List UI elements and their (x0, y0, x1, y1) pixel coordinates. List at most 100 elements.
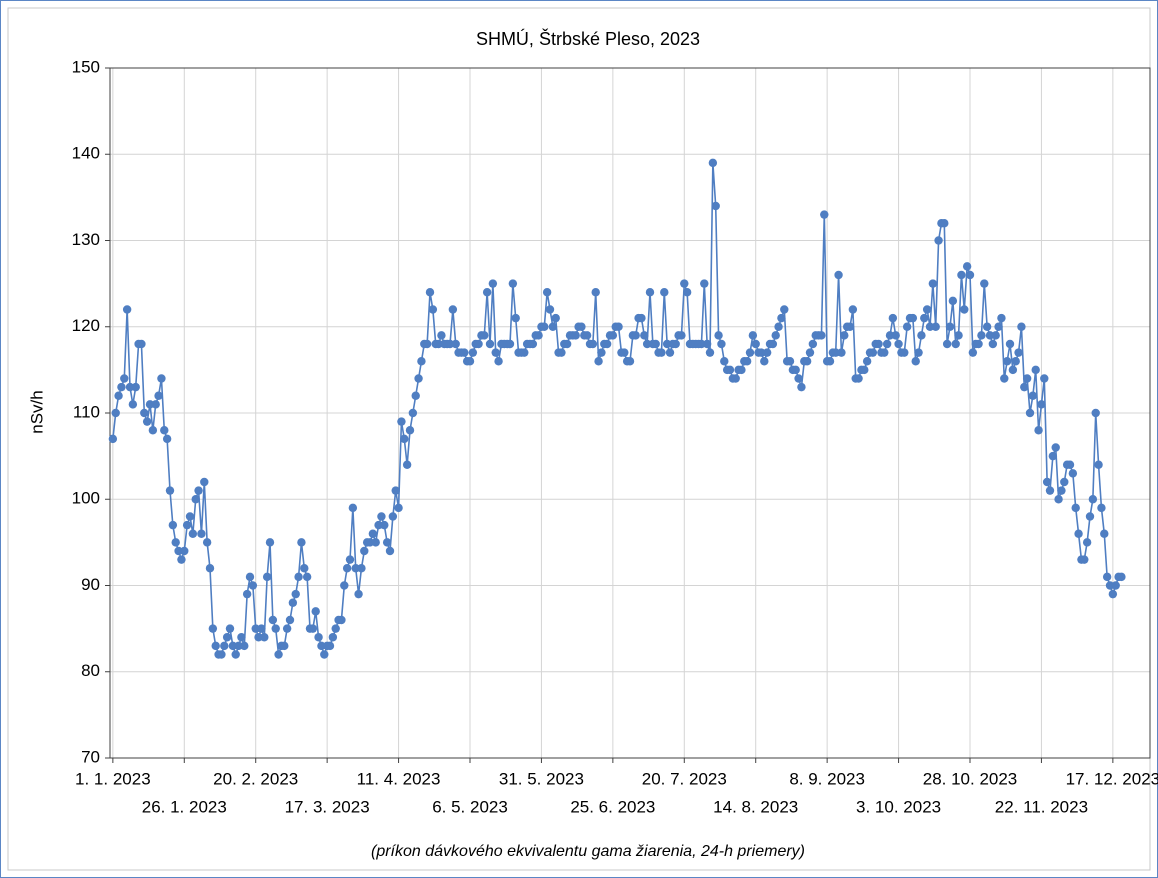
data-point (448, 305, 458, 314)
data-point (1008, 365, 1018, 375)
data-point (1028, 391, 1038, 400)
data-point (908, 313, 918, 323)
data-point (1068, 469, 1078, 478)
data-point (117, 382, 126, 392)
data-point (511, 313, 520, 323)
data-point (948, 296, 958, 306)
data-point (382, 538, 392, 547)
data-point (637, 313, 646, 323)
data-point (791, 365, 800, 375)
data-point (302, 572, 312, 582)
data-point (337, 615, 346, 625)
data-point (111, 408, 120, 418)
x-tick-label: 3. 10. 2023 (856, 797, 941, 816)
data-point (460, 348, 469, 357)
data-point (248, 581, 258, 590)
data-point (1097, 503, 1106, 513)
data-point (120, 374, 129, 383)
data-point (717, 339, 726, 349)
x-tick-label: 14. 8. 2023 (713, 797, 798, 816)
data-point (165, 486, 175, 495)
x-tick-label: 6. 5. 2023 (432, 797, 508, 816)
data-point (402, 460, 412, 469)
data-point (151, 400, 160, 409)
data-point (328, 633, 338, 642)
data-point (422, 339, 432, 349)
data-point (297, 538, 306, 547)
data-point (545, 305, 555, 314)
data-point (205, 564, 215, 573)
data-point (1094, 460, 1103, 469)
data-point (965, 270, 975, 280)
data-point (614, 322, 623, 331)
data-point (154, 391, 163, 400)
y-axis-label: nSv/h (27, 390, 46, 433)
data-point (1017, 322, 1026, 331)
data-point (237, 633, 246, 642)
data-point (417, 357, 426, 366)
x-tick-label: 20. 2. 2023 (213, 769, 298, 788)
data-point (262, 572, 272, 582)
data-point (425, 288, 435, 297)
data-point (888, 313, 898, 323)
data-point (1088, 495, 1098, 504)
data-point (168, 520, 178, 530)
data-point (640, 331, 649, 340)
x-tick-label: 8. 9. 2023 (789, 769, 865, 788)
data-point (137, 339, 146, 349)
data-point (368, 529, 378, 538)
data-point (571, 331, 580, 340)
data-point (657, 348, 666, 357)
data-point (1111, 581, 1120, 590)
x-tick-label: 25. 6. 2023 (570, 797, 655, 816)
data-point (340, 581, 349, 590)
data-point (745, 348, 755, 357)
data-point (411, 391, 420, 400)
data-point (557, 348, 566, 357)
data-point (645, 288, 655, 297)
data-point (1082, 538, 1092, 547)
data-point (780, 305, 789, 314)
data-point (1002, 357, 1012, 366)
data-point (182, 520, 192, 530)
data-point (928, 279, 938, 288)
data-point (577, 322, 586, 331)
data-point (314, 633, 323, 642)
y-tick-label: 90 (81, 575, 100, 594)
data-point (231, 650, 240, 659)
data-point (528, 339, 538, 349)
data-point (282, 624, 292, 633)
x-tick-label: 11. 4. 2023 (357, 769, 441, 788)
data-point (311, 607, 320, 616)
data-point (700, 279, 709, 288)
data-point (891, 331, 900, 340)
data-point (785, 357, 795, 366)
data-point (217, 650, 226, 659)
data-point (1025, 408, 1035, 418)
data-point (1040, 374, 1049, 383)
data-point (708, 158, 718, 168)
data-point (562, 339, 572, 349)
data-point (837, 348, 846, 357)
data-point (942, 339, 952, 349)
data-point (260, 633, 269, 642)
data-point (768, 339, 778, 349)
data-point (762, 348, 772, 357)
data-point (954, 331, 963, 340)
data-point (468, 348, 478, 357)
y-tick-label: 70 (81, 747, 100, 766)
data-point (1037, 400, 1046, 409)
data-point (142, 417, 152, 426)
data-point (1014, 348, 1023, 357)
x-tick-label: 17. 3. 2023 (285, 797, 370, 816)
data-point (1020, 382, 1029, 392)
data-point (951, 339, 960, 349)
data-point (354, 589, 363, 599)
data-point (794, 374, 803, 383)
data-point (400, 434, 409, 444)
data-point (1051, 443, 1060, 452)
x-tick-label: 28. 10. 2023 (923, 769, 1018, 788)
data-point (197, 529, 206, 538)
